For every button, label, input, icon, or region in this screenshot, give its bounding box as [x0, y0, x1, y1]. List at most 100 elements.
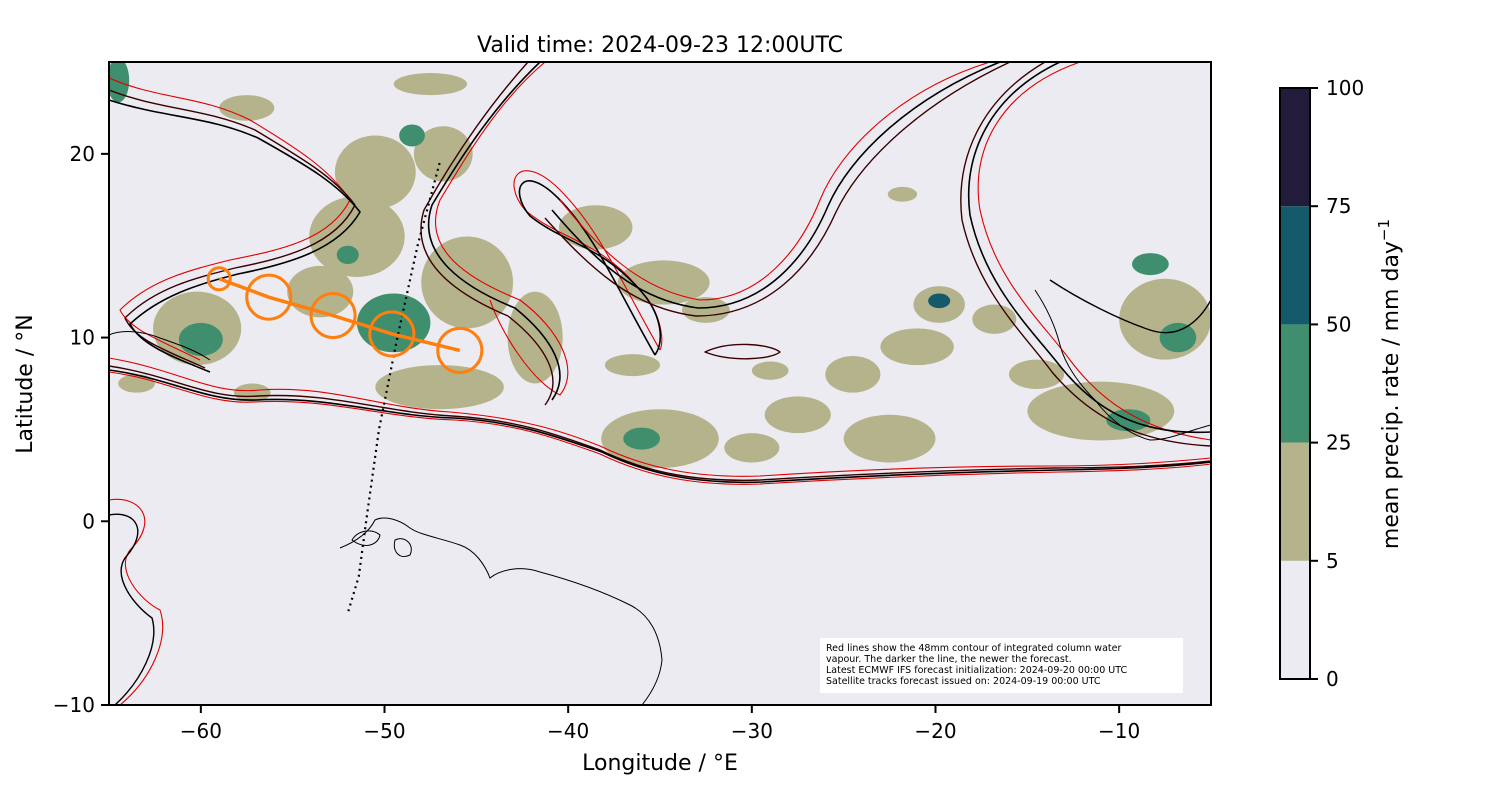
satellite-track	[346, 162, 441, 614]
iwv-contours	[109, 62, 1211, 705]
precip-cell-7	[356, 293, 431, 353]
precipitation-layer	[109, 62, 1211, 469]
iwv-contour-southern-band-dark	[109, 365, 1211, 481]
annotation-line-1: Red lines show the 48mm contour of integ…	[826, 643, 1121, 654]
x-tick-label-0: −60	[180, 719, 222, 743]
colorbar-label-text: mean precip. rate / mm day	[1379, 241, 1404, 549]
precip-cell-1	[393, 73, 468, 96]
iwv-contour-southwest-red	[109, 498, 164, 705]
iwv-contour-east-black	[967, 62, 1211, 434]
colorbar-label: mean precip. rate / mm day−1	[1375, 219, 1404, 549]
iwv-contour-southern-band-red	[109, 357, 1211, 477]
storm-track-layer	[206, 266, 484, 374]
x-tick-label-5: −10	[1098, 719, 1140, 743]
precip-cell-11	[375, 365, 504, 410]
precip-cell-17	[623, 427, 661, 450]
colorbar-segment-0	[1280, 560, 1310, 679]
precip-cell-35	[399, 124, 425, 147]
precip-cell-32	[887, 186, 918, 202]
storm-position-0	[206, 266, 232, 292]
iwv-contour-east-inner	[1049, 279, 1211, 334]
colorbar-segment-2	[1280, 324, 1310, 443]
precip-cell-30	[1027, 381, 1175, 441]
precip-cell-8	[287, 265, 354, 318]
x-tick-label-3: −30	[731, 719, 773, 743]
precip-cell-33	[604, 354, 660, 377]
annotation-line-3: Latest ECMWF IFS forecast initialization…	[826, 665, 1127, 676]
colorbar-tick-label-4: 75	[1326, 194, 1351, 218]
y-tick-label-0: −10	[53, 693, 95, 717]
precip-cell-18	[724, 433, 780, 463]
colorbar-frame	[1279, 87, 1311, 680]
storm-position-3	[368, 310, 416, 358]
x-tick-label-1: −50	[363, 719, 405, 743]
coastline-islands	[351, 530, 412, 557]
x-axis-ticks: −60 −50 −40 −30 −20 −10	[180, 705, 1140, 743]
coastline-south-america	[339, 517, 663, 705]
coastline-caribbean	[109, 331, 211, 361]
iwv-contour-ridge-red	[559, 62, 991, 301]
precip-cell-23	[928, 293, 951, 309]
iwv-contour-east-red	[977, 62, 1211, 441]
precip-cell-6	[507, 291, 563, 384]
x-tick-label-4: −20	[914, 719, 956, 743]
iwv-contour-northern-band-black	[109, 99, 361, 373]
iwv-contour-northern-band-dark	[109, 89, 356, 369]
iwv-contour-ridge-dark	[544, 62, 1011, 317]
y-axis-ticks: −10 0 10 20	[53, 142, 109, 717]
annotation-line-2: vapour. The darker the line, the newer t…	[826, 654, 1072, 665]
iwv-contour-east-dark	[960, 62, 1211, 447]
annotation-line-4: Satellite tracks forecast issued on: 202…	[826, 676, 1101, 687]
iwv-contour-southern-band-red-2	[109, 371, 1211, 485]
coastline-africa	[1034, 289, 1211, 441]
y-axis-label: Latitude / °N	[13, 314, 38, 453]
y-tick-label-3: 20	[70, 142, 95, 166]
y-tick-label-1: 0	[82, 509, 95, 533]
precip-cell-10	[178, 322, 223, 356]
iwv-contour-wave-black	[427, 62, 561, 401]
precip-cell-19	[764, 396, 831, 434]
storm-position-1	[245, 273, 293, 321]
precip-cell-4	[309, 196, 405, 277]
precip-cell-29	[1132, 253, 1169, 276]
x-tick-label-2: −40	[547, 719, 589, 743]
colorbar-tick-label-1: 5	[1326, 549, 1339, 573]
precip-cell-28	[1159, 322, 1197, 353]
x-axis-label: Longitude / °E	[582, 751, 738, 776]
colorbar-label-superscript: −1	[1375, 219, 1393, 241]
iwv-contour-small-loop	[704, 343, 781, 360]
colorbar-tick-label-0: 0	[1326, 667, 1339, 691]
colorbar-tick-label-3: 50	[1326, 312, 1351, 336]
colorbar: 0 5 25 50 75 100	[1279, 76, 1364, 691]
iwv-contour-ridge-black	[551, 62, 1001, 309]
iwv-contour-wave-dark	[420, 62, 554, 406]
precip-cell-2	[334, 135, 416, 209]
precip-cell-20	[843, 414, 936, 463]
precip-cell-0	[219, 95, 275, 121]
precip-cell-26	[1008, 359, 1065, 390]
precip-cell-36	[336, 245, 359, 265]
precip-cell-21	[825, 355, 881, 393]
precip-cell-14	[617, 260, 710, 305]
precip-cell-34	[751, 361, 789, 380]
chart-title: Valid time: 2024-09-23 12:00UTC	[477, 33, 843, 58]
colorbar-tick-label-2: 25	[1326, 431, 1351, 455]
annotation-box	[820, 638, 1183, 693]
iwv-contour-southern-band-black	[109, 369, 1211, 484]
storm-position-4	[436, 326, 484, 374]
colorbar-tick-label-5: 100	[1326, 76, 1364, 100]
plot-frame	[108, 61, 1212, 706]
iwv-contour-wave-red	[434, 62, 569, 396]
precip-cell-15	[682, 297, 730, 323]
storm-position-2	[309, 291, 357, 340]
colorbar-segment-1	[1280, 442, 1310, 561]
colorbar-segment-3	[1280, 206, 1310, 325]
iwv-contour-northern-band-red	[109, 77, 351, 361]
precip-cell-12	[233, 383, 271, 402]
iwv-contour-southwest-black	[109, 513, 155, 705]
iwv-contour-hook-black	[518, 180, 661, 356]
precip-cell-24	[880, 328, 954, 366]
colorbar-segment-4	[1280, 88, 1310, 207]
precip-cell-3	[413, 126, 473, 182]
